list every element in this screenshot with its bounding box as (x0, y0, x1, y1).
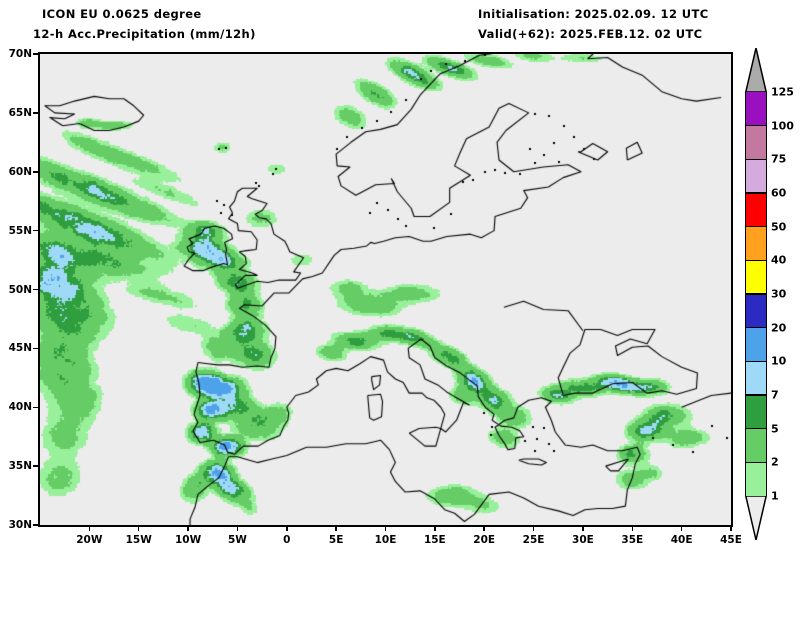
x-axis-label: 5E (328, 534, 344, 546)
x-axis-label: 25E (522, 534, 545, 546)
colorbar-tick-label: 75 (771, 152, 787, 166)
x-axis-tick (483, 525, 485, 531)
x-axis-tick (730, 525, 732, 531)
x-axis-tick (335, 525, 337, 531)
y-axis-label: 60N (8, 165, 32, 178)
colorbar-divider (745, 394, 767, 396)
y-axis-label: 40N (8, 401, 32, 414)
x-axis-tick (532, 525, 535, 531)
initialisation-label: Initialisation: 2025.02.09. 12 UTC (478, 7, 709, 21)
colorbar-tick-label: 7 (771, 388, 779, 402)
y-axis-tick (33, 112, 39, 114)
colorbar-swatch (745, 125, 767, 160)
colorbar-tick-label: 50 (771, 220, 787, 234)
colorbar-swatch (745, 428, 767, 463)
y-axis-label: 55N (8, 224, 32, 237)
colorbar-divider (745, 192, 767, 194)
x-axis-label: 0 (283, 534, 291, 546)
colorbar-tick-label: 20 (771, 321, 787, 335)
colorbar-swatch (745, 92, 767, 126)
x-axis-tick (680, 525, 683, 531)
colorbar-tick-label: 60 (771, 186, 787, 200)
x-axis-label: 15W (125, 534, 152, 546)
colorbar-divider (745, 225, 767, 228)
y-axis-tick (33, 53, 39, 55)
colorbar-divider (745, 461, 767, 464)
y-axis-tick (33, 229, 39, 232)
colorbar-swatch (745, 394, 767, 429)
y-axis-tick (33, 465, 39, 467)
y-axis-label: 50N (8, 283, 32, 296)
field-title: 12-h Acc.Precipitation (mm/12h) (33, 27, 256, 41)
colorbar-swatch (745, 226, 767, 261)
x-axis-label: 10W (174, 534, 202, 546)
y-axis-tick (33, 524, 39, 526)
precipitation-map (40, 54, 731, 525)
map-plot-frame (38, 52, 733, 527)
y-axis-tick (33, 347, 39, 350)
y-axis-label: 35N (8, 460, 32, 473)
colorbar-tick-label: 5 (771, 422, 779, 436)
colorbar-tick-label: 100 (771, 119, 794, 133)
x-axis-tick (384, 525, 387, 531)
x-axis-tick (137, 525, 140, 531)
colorbar-swatch (745, 159, 767, 193)
colorbar-swatch (745, 462, 767, 496)
colorbar-swatch (745, 192, 767, 227)
x-axis-label: 5W (227, 534, 247, 546)
colorbar-divider (745, 259, 767, 262)
colorbar (745, 92, 767, 496)
colorbar-swatch (745, 361, 767, 395)
colorbar-below-min-cap (744, 495, 768, 541)
x-axis-tick (631, 525, 634, 531)
colorbar-swatch (745, 293, 767, 328)
x-axis-tick (582, 525, 584, 531)
x-axis-tick (236, 525, 239, 531)
x-axis-tick (187, 525, 189, 531)
x-axis-label: 45E (720, 534, 742, 546)
y-axis-label: 70N (8, 48, 32, 60)
y-axis-label: 45N (8, 342, 32, 355)
x-axis-tick (88, 525, 91, 531)
y-axis-tick (33, 288, 39, 291)
x-axis-label: 20W (76, 534, 103, 546)
colorbar-divider (745, 360, 767, 363)
colorbar-tick-label: 10 (771, 354, 787, 368)
model-title: ICON EU 0.0625 degree (42, 7, 202, 21)
colorbar-divider (745, 158, 767, 161)
colorbar-divider (745, 427, 767, 430)
valid-time-label: Valid(+62): 2025.FEB.12. 02 UTC (478, 27, 703, 41)
x-axis-label: 40E (670, 534, 693, 546)
colorbar-tick-label: 2 (771, 455, 779, 469)
y-axis-label: 30N (8, 519, 32, 531)
colorbar-above-max-cap (744, 47, 768, 93)
colorbar-tick-label: 40 (771, 253, 787, 267)
colorbar-tick-label: 30 (771, 287, 787, 301)
colorbar-swatch (745, 327, 767, 362)
x-axis-tick (434, 525, 436, 531)
x-axis-label: 20E (473, 534, 496, 546)
colorbar-divider (745, 124, 767, 127)
x-axis-label: 15E (423, 534, 446, 546)
y-axis-tick (33, 406, 39, 408)
x-axis-label: 30E (572, 534, 594, 546)
colorbar-tick-label: 1 (771, 489, 779, 503)
colorbar-divider (745, 326, 767, 329)
y-axis-tick (33, 171, 39, 173)
x-axis-label: 10E (374, 534, 397, 546)
y-axis-label: 65N (8, 106, 32, 119)
colorbar-swatch (745, 260, 767, 294)
colorbar-tick-label: 125 (771, 85, 794, 99)
x-axis-tick (286, 525, 288, 531)
colorbar-divider (745, 293, 767, 295)
x-axis-label: 35E (621, 534, 644, 546)
